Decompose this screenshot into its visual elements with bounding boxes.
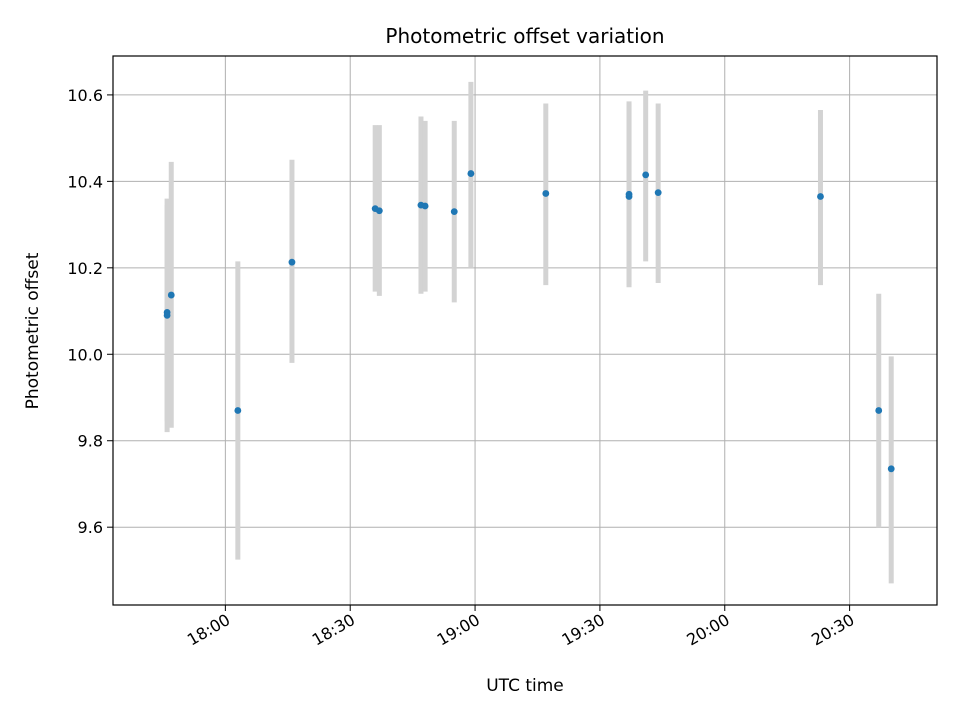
- plot-area: [113, 56, 937, 605]
- data-point: [467, 170, 475, 177]
- plot-frame: [112, 55, 938, 606]
- data-point: [542, 190, 550, 197]
- data-point: [875, 407, 883, 414]
- y-axis-title: Photometric offset: [23, 252, 43, 409]
- y-tick-label: 9.8: [78, 432, 103, 451]
- data-point: [817, 193, 824, 200]
- data-point: [642, 171, 650, 179]
- data-point: [421, 202, 429, 210]
- data-point: [887, 465, 895, 473]
- data-point: [450, 208, 458, 216]
- y-tick-label: 10.2: [67, 259, 103, 278]
- y-tick-label: 10.0: [67, 345, 103, 364]
- data-point: [654, 189, 662, 197]
- data-point: [163, 311, 171, 319]
- y-tick-label: 9.6: [78, 518, 103, 537]
- chart-title: Photometric offset variation: [385, 24, 664, 48]
- data-point: [375, 207, 383, 215]
- data-points: [163, 170, 895, 473]
- data-point: [167, 291, 175, 299]
- data-point: [625, 190, 633, 198]
- y-axis: 9.6 9.8 10.0 10.2 10.4 10.6: [67, 86, 113, 537]
- grid: [113, 56, 937, 605]
- data-point: [288, 258, 296, 266]
- data-point: [234, 407, 242, 414]
- y-tick-label: 10.6: [67, 86, 103, 105]
- y-tick-label: 10.4: [67, 172, 103, 191]
- x-axis-title: UTC time: [486, 676, 564, 696]
